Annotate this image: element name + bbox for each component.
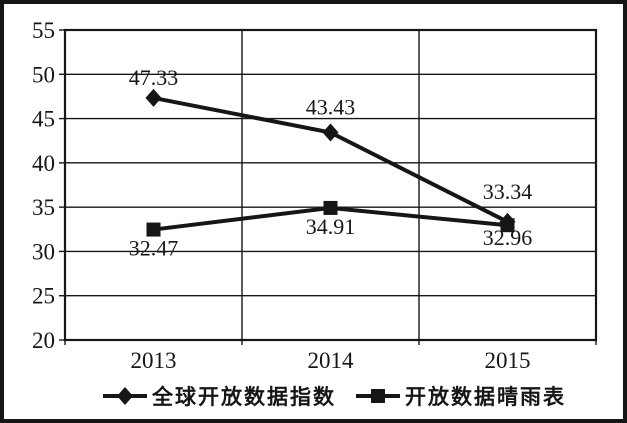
data-point-marker [322, 123, 339, 142]
y-tick-label: 50 [32, 62, 55, 87]
legend-item: 全球开放数据指数 [103, 385, 336, 409]
legend-label: 开放数据晴雨表 [405, 385, 566, 409]
square-legend-icon [371, 389, 385, 403]
data-label: 43.43 [306, 94, 356, 119]
x-tick-label: 2015 [485, 348, 531, 373]
data-point-marker [500, 218, 515, 233]
data-point-marker [145, 88, 162, 107]
y-tick-label: 20 [32, 328, 55, 353]
data-label: 47.33 [129, 65, 179, 90]
y-tick-label: 35 [32, 195, 55, 220]
plot-border [63, 28, 598, 342]
y-tick-label: 55 [32, 18, 55, 43]
y-tick-label: 45 [32, 107, 55, 132]
data-point-marker [323, 200, 338, 215]
y-tick-label: 40 [32, 151, 55, 176]
x-tick-label: 2014 [308, 348, 355, 373]
legend-label: 全球开放数据指数 [151, 385, 336, 409]
data-label: 32.47 [129, 236, 179, 261]
data-point-marker [146, 222, 161, 237]
data-label: 32.96 [483, 225, 533, 250]
line-chart: 55 50 45 40 35 30 25 20 47.33 43.43 33.34 32.47 34.9… [4, 4, 623, 419]
x-tick-label: 2013 [131, 348, 177, 373]
diamond-legend-icon [117, 387, 133, 405]
y-tick-label: 25 [32, 284, 55, 309]
data-label: 33.34 [483, 179, 533, 204]
legend-item: 开放数据晴雨表 [356, 385, 566, 409]
y-tick-label: 30 [32, 239, 55, 264]
data-label: 34.91 [306, 214, 356, 239]
